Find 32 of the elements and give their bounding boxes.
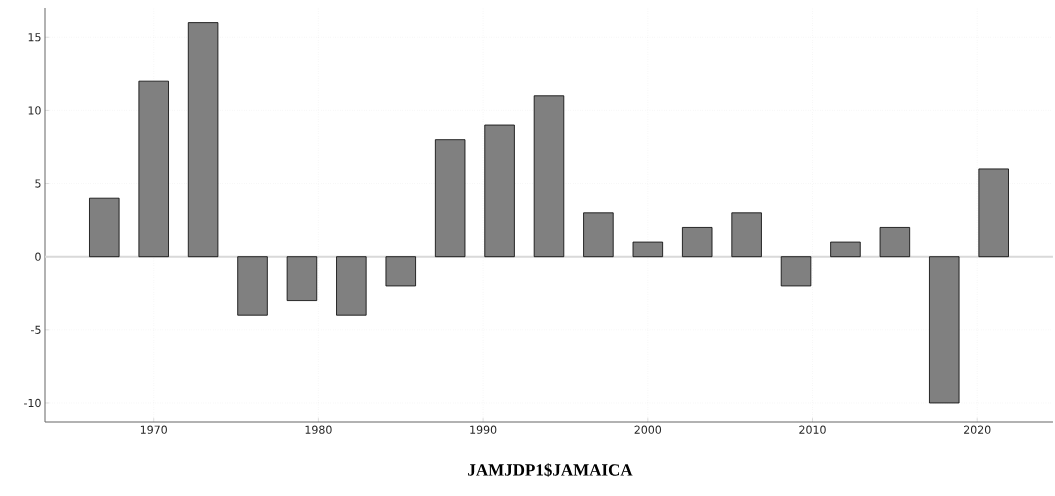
x-tick-label: 2010 — [799, 425, 826, 434]
y-tick-label: -5 — [31, 325, 41, 334]
bar — [434, 139, 466, 258]
bar — [780, 256, 812, 287]
bar — [583, 212, 614, 258]
bar — [533, 95, 565, 258]
bar — [187, 22, 219, 258]
bar — [929, 256, 960, 404]
bar — [385, 256, 416, 287]
text: JAMJDP1$JAMAICA — [468, 463, 633, 477]
bar — [484, 124, 515, 258]
bar — [237, 256, 268, 316]
bar — [830, 241, 861, 258]
bar — [879, 227, 911, 258]
bar — [731, 212, 762, 258]
bar — [682, 227, 713, 258]
y-tick-label: 15 — [28, 33, 41, 42]
y-tick-label: 0 — [35, 252, 41, 261]
x-tick-label: 1970 — [140, 425, 167, 434]
x-tick-label: 1990 — [470, 425, 497, 434]
x-tick-label: 1980 — [305, 425, 332, 434]
bar — [89, 197, 120, 258]
x-tick-label: 2000 — [634, 425, 662, 434]
bar — [138, 80, 169, 258]
y-tick-label: -10 — [24, 398, 41, 408]
bar — [632, 241, 664, 258]
y-tick-label: 5 — [35, 179, 41, 188]
bar — [286, 256, 318, 301]
bar — [336, 256, 367, 316]
y-tick-label: 10 — [28, 106, 41, 115]
x-tick-label: 2020 — [964, 425, 991, 434]
bar — [978, 168, 1009, 258]
